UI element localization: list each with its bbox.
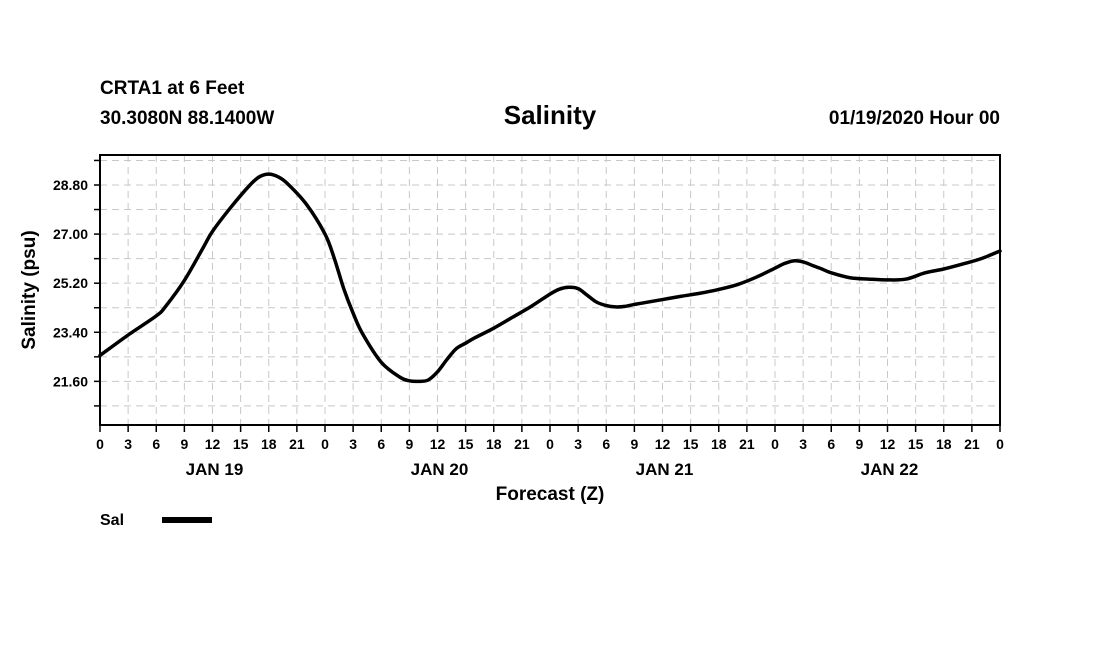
day-label: JAN 20 <box>411 460 469 479</box>
station-label: CRTA1 at 6 Feet <box>100 78 245 99</box>
x-tick-label: 21 <box>739 436 755 452</box>
x-tick-label: 21 <box>964 436 980 452</box>
x-tick-label: 3 <box>349 436 357 452</box>
x-tick-label: 12 <box>205 436 221 452</box>
chart-title: Salinity <box>504 100 597 130</box>
x-tick-label: 12 <box>430 436 446 452</box>
y-axis-label: Salinity (psu) <box>19 230 40 349</box>
x-tick-label: 12 <box>880 436 896 452</box>
forecast-date-label: 01/19/2020 Hour 00 <box>829 108 1000 129</box>
x-tick-label: 21 <box>289 436 305 452</box>
legend-label: Sal <box>100 512 124 529</box>
x-tick-label: 21 <box>514 436 530 452</box>
x-tick-label: 6 <box>602 436 610 452</box>
x-tick-label: 0 <box>321 436 329 452</box>
series-line-sal <box>98 172 1002 384</box>
x-tick-label: 6 <box>152 436 160 452</box>
y-tick-label: 27.00 <box>53 226 88 242</box>
y-tick-label: 25.20 <box>53 275 88 291</box>
gridlines <box>100 155 1000 425</box>
day-label: JAN 22 <box>861 460 919 479</box>
x-tick-label: 0 <box>546 436 554 452</box>
x-tick-label: 9 <box>405 436 413 452</box>
x-tick-label: 0 <box>96 436 104 452</box>
coordinates-label: 30.3080N 88.1400W <box>100 108 274 129</box>
x-tick-label: 15 <box>458 436 474 452</box>
x-axis-label: Forecast (Z) <box>496 484 605 505</box>
x-tick-label: 9 <box>855 436 863 452</box>
x-tick-label: 6 <box>827 436 835 452</box>
x-tick-label: 18 <box>486 436 502 452</box>
x-tick-label: 3 <box>799 436 807 452</box>
x-axis-day-labels: JAN 19 JAN 20 JAN 21 JAN 22 <box>186 460 919 479</box>
x-tick-label: 15 <box>683 436 699 452</box>
y-axis-ticks: 21.60 23.40 25.20 27.00 28.80 <box>53 159 100 407</box>
x-tick-label: 18 <box>261 436 277 452</box>
y-tick-label: 23.40 <box>53 324 88 340</box>
plot-frame <box>99 154 1001 426</box>
y-tick-label: 21.60 <box>53 373 88 389</box>
x-tick-label: 18 <box>711 436 727 452</box>
day-label: JAN 19 <box>186 460 244 479</box>
x-tick-label: 3 <box>124 436 132 452</box>
day-label: JAN 21 <box>636 460 694 479</box>
x-tick-label: 12 <box>655 436 671 452</box>
legend: Sal <box>100 512 212 529</box>
x-tick-label: 3 <box>574 436 582 452</box>
x-tick-label: 6 <box>377 436 385 452</box>
x-tick-label: 9 <box>180 436 188 452</box>
y-tick-label: 28.80 <box>53 177 88 193</box>
x-axis-ticks: 0 3 6 9 12 15 18 21 0 3 6 9 12 15 18 21 0 3 6 9 12 15 18 21 0 3 6 9… <box>96 425 1004 452</box>
x-tick-label: 0 <box>996 436 1004 452</box>
x-tick-label: 0 <box>771 436 779 452</box>
x-tick-label: 9 <box>630 436 638 452</box>
x-tick-label: 18 <box>936 436 952 452</box>
x-tick-label: 15 <box>233 436 249 452</box>
series-layer <box>98 172 1002 384</box>
x-tick-label: 15 <box>908 436 924 452</box>
